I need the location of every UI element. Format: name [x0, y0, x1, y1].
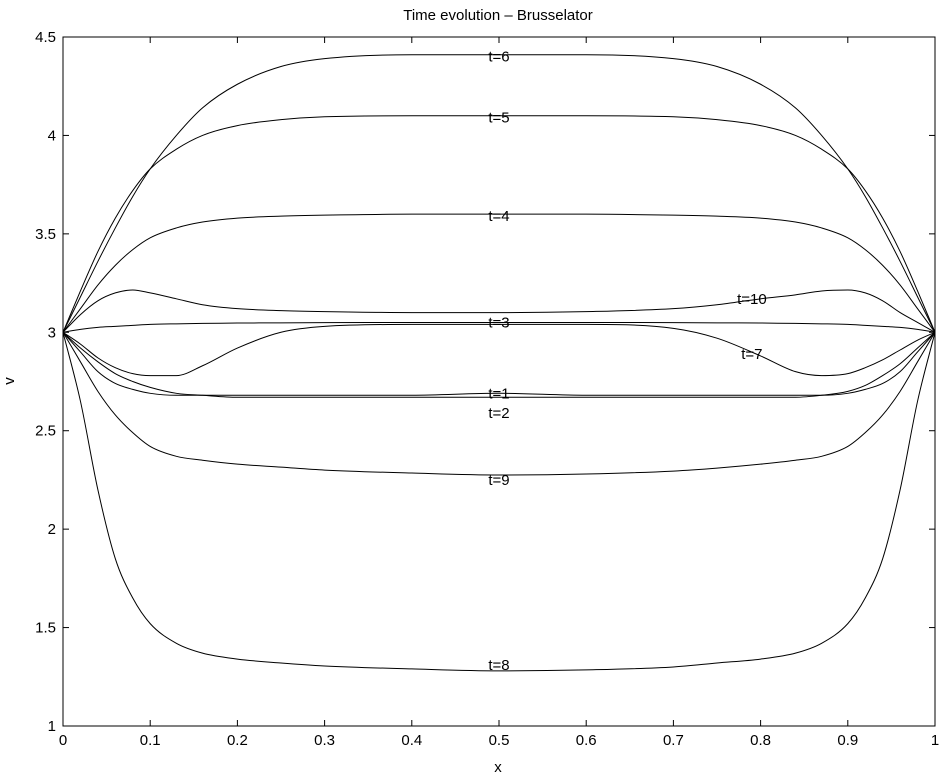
y-tick-label: 3: [48, 324, 56, 341]
y-tick-label: 1: [48, 718, 56, 735]
y-tick-label: 1.5: [35, 620, 56, 637]
curve-label-t-7: t=7: [741, 346, 762, 363]
curve-label-t-6: t=6: [488, 49, 509, 66]
curve-labels: t=1 t=2 t=3 t=4 t=5 t=6 t=7 t=8 t=9 t=10: [488, 49, 766, 674]
curve-label-t-1: t=1: [488, 385, 509, 402]
x-tick-label: 0.9: [837, 732, 858, 749]
x-tick-label: 0.1: [140, 732, 161, 749]
series-line-t-9: [62, 332, 936, 476]
curve-label-t-8: t=8: [488, 657, 509, 674]
y-axis-label: v: [1, 377, 18, 385]
chart-title: Time evolution – Brusselator: [403, 7, 593, 24]
series-line-t-1: [62, 331, 936, 396]
series-line-t-4: [62, 213, 936, 333]
curve-label-t-5: t=5: [488, 110, 509, 127]
x-tick-label: 0.8: [750, 732, 771, 749]
series-line-t-5: [62, 115, 936, 333]
y-tick-label: 2.5: [35, 423, 56, 440]
y-tick-label: 4: [48, 127, 56, 144]
curve-label-t-9: t=9: [488, 472, 509, 489]
axis-ticks: 0 0.1 0.2 0.3 0.4 0.5 0.6 0.7 0.8 0.9 1 1 1.5 2 2.5 3 3.…: [35, 29, 939, 749]
series-line-t-3: [62, 321, 936, 333]
series-line-t-2: [62, 331, 936, 398]
curve-label-t-10: t=10: [737, 291, 767, 308]
x-tick-label: 0.2: [227, 732, 248, 749]
x-axis-label: x: [494, 759, 502, 776]
curve-label-t-3: t=3: [488, 314, 509, 331]
series-line-t-7: [62, 323, 936, 377]
series-lines: [62, 54, 936, 672]
x-tick-label: 0.5: [489, 732, 510, 749]
series-line-t-10: [62, 289, 936, 333]
series-line-t-6: [62, 54, 936, 333]
series-line-t-8: [62, 332, 936, 672]
y-tick-label: 3.5: [35, 226, 56, 243]
x-tick-label: 0.4: [401, 732, 422, 749]
curve-label-t-4: t=4: [488, 208, 509, 225]
x-tick-label: 0.7: [663, 732, 684, 749]
curve-label-t-2: t=2: [488, 405, 509, 422]
x-tick-label: 0.6: [576, 732, 597, 749]
y-tick-label: 4.5: [35, 29, 56, 46]
x-tick-label: 0: [59, 732, 67, 749]
x-tick-label: 1: [931, 732, 939, 749]
x-tick-label: 0.3: [314, 732, 335, 749]
y-tick-label: 2: [48, 521, 56, 538]
